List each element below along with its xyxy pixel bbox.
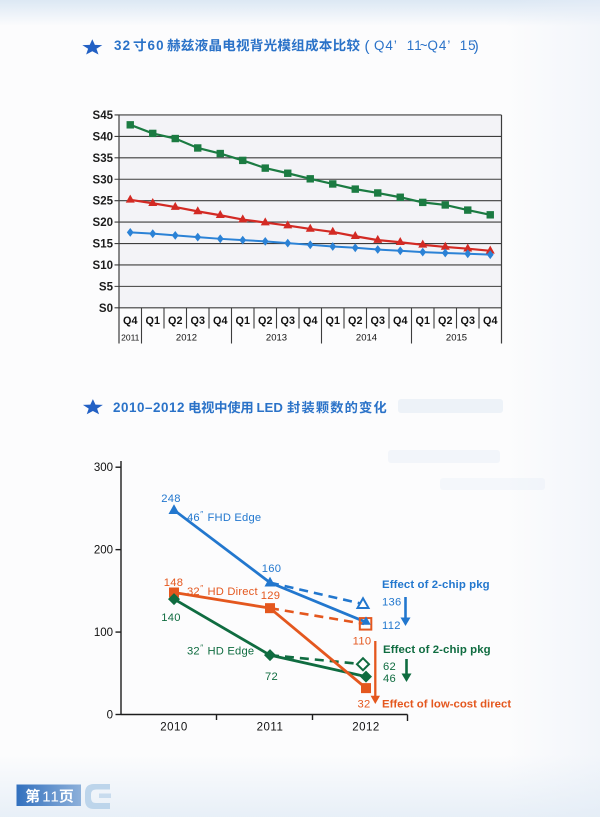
svg-text:32: 32 <box>114 38 131 53</box>
svg-text:(: ( <box>365 38 371 55</box>
svg-text:): ) <box>474 38 480 55</box>
svg-text:Q3: Q3 <box>461 315 475 327</box>
svg-text:Q3: Q3 <box>371 315 385 327</box>
svg-text:129: 129 <box>261 590 281 602</box>
svg-text:S15: S15 <box>93 239 114 251</box>
svg-text:160: 160 <box>262 563 282 575</box>
svg-text:Q2: Q2 <box>348 315 362 327</box>
svg-text:″: ″ <box>200 644 203 653</box>
svg-text:Q1: Q1 <box>236 315 250 327</box>
svg-text:HD Direct: HD Direct <box>208 586 259 598</box>
svg-text:300: 300 <box>94 462 113 474</box>
svg-text:Q4: Q4 <box>303 315 317 327</box>
svg-text:2012: 2012 <box>176 333 197 344</box>
svg-text:Q4: Q4 <box>123 315 137 327</box>
svg-text:32: 32 <box>357 699 370 711</box>
svg-text:60: 60 <box>148 38 165 53</box>
svg-text:2010: 2010 <box>160 722 188 734</box>
svg-text:72: 72 <box>265 671 278 683</box>
svg-text:0: 0 <box>107 710 113 722</box>
svg-text:Q4: Q4 <box>483 315 497 327</box>
svg-text:2010–2012: 2010–2012 <box>113 400 185 415</box>
svg-text:11: 11 <box>42 789 60 806</box>
svg-text:46: 46 <box>383 673 396 685</box>
svg-text:″: ″ <box>200 584 203 593</box>
svg-text:Q1: Q1 <box>326 315 340 327</box>
svg-text:Q3: Q3 <box>191 315 205 327</box>
svg-text:Q3: Q3 <box>281 315 295 327</box>
svg-text:Q2: Q2 <box>168 315 182 327</box>
svg-text:2011: 2011 <box>121 333 140 343</box>
svg-text:S0: S0 <box>99 303 113 315</box>
svg-text:~: ~ <box>420 38 429 53</box>
svg-text:2015: 2015 <box>446 333 467 344</box>
svg-text:2011: 2011 <box>257 722 284 734</box>
svg-text:100: 100 <box>94 627 113 639</box>
svg-text:Q4’: Q4’ <box>428 38 452 53</box>
svg-text:2012: 2012 <box>352 722 380 734</box>
svg-text:Effect of 2-chip pkg: Effect of 2-chip pkg <box>383 644 491 656</box>
svg-text:FHD Edge: FHD Edge <box>208 512 262 524</box>
svg-text:S45: S45 <box>93 110 114 122</box>
svg-text:Q1: Q1 <box>146 315 160 327</box>
svg-text:2013: 2013 <box>266 333 287 344</box>
svg-text:Q2: Q2 <box>258 315 272 327</box>
svg-text:Q4’: Q4’ <box>374 38 398 53</box>
svg-text:140: 140 <box>161 612 181 624</box>
svg-text:110: 110 <box>353 636 372 648</box>
svg-text:S40: S40 <box>93 131 113 143</box>
svg-text:148: 148 <box>164 577 184 589</box>
svg-text:Effect of 2-chip pkg: Effect of 2-chip pkg <box>382 579 490 591</box>
svg-text:Effect of low-cost direct: Effect of low-cost direct <box>382 699 511 711</box>
svg-text:″: ″ <box>200 510 203 519</box>
svg-text:200: 200 <box>94 545 113 557</box>
svg-text:LED: LED <box>257 400 283 415</box>
svg-text:2014: 2014 <box>356 333 377 344</box>
svg-text:S5: S5 <box>99 281 114 293</box>
svg-text:46: 46 <box>187 512 200 524</box>
svg-text:15: 15 <box>460 38 477 53</box>
svg-text:136: 136 <box>382 597 402 609</box>
svg-text:Q4: Q4 <box>393 315 407 327</box>
svg-text:S35: S35 <box>93 153 114 165</box>
svg-text:Q2: Q2 <box>438 315 452 327</box>
svg-text:Q4: Q4 <box>213 315 227 327</box>
svg-text:S25: S25 <box>93 196 114 208</box>
svg-text:S20: S20 <box>93 217 113 229</box>
svg-text:32: 32 <box>187 646 200 658</box>
svg-text:32: 32 <box>187 586 200 598</box>
svg-text:248: 248 <box>161 493 181 505</box>
svg-text:11: 11 <box>407 38 423 53</box>
svg-text:62: 62 <box>383 661 396 673</box>
svg-text:S30: S30 <box>93 174 113 186</box>
svg-text:Q1: Q1 <box>416 315 430 327</box>
svg-text:112: 112 <box>382 620 401 632</box>
svg-text:S10: S10 <box>93 260 113 272</box>
svg-text:HD Edge: HD Edge <box>208 646 255 658</box>
